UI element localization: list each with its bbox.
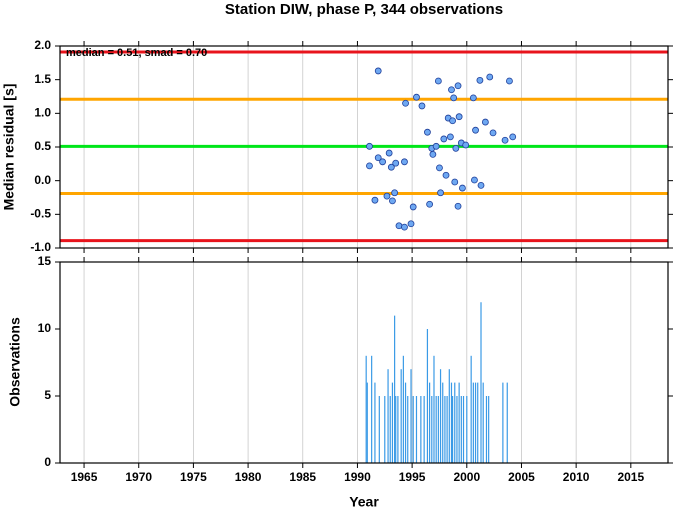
- x-tick-label: 2005: [508, 470, 535, 484]
- point: [407, 220, 415, 228]
- point: [452, 144, 460, 152]
- point: [426, 200, 434, 208]
- x-tick-label: 2010: [563, 470, 590, 484]
- plot-frame: [59, 45, 669, 249]
- point: [436, 164, 443, 172]
- point: [448, 86, 455, 94]
- x-tick-label: 1970: [125, 470, 152, 484]
- point: [442, 171, 450, 179]
- point: [424, 128, 431, 136]
- point: [434, 77, 442, 85]
- y-axis-label: Observations: [7, 317, 23, 407]
- point: [506, 77, 513, 85]
- y-tick-label: 1.0: [34, 106, 51, 120]
- point: [501, 136, 509, 144]
- point: [451, 178, 459, 186]
- y-tick-label: 0.0: [34, 173, 51, 187]
- point: [454, 202, 462, 210]
- point: [446, 133, 454, 141]
- point: [418, 102, 426, 110]
- y-tick-label: 1.5: [34, 72, 51, 86]
- x-tick-label: 1995: [399, 470, 426, 484]
- point: [509, 133, 517, 141]
- point: [374, 67, 382, 75]
- point: [401, 223, 408, 231]
- annotation: median = 0.51, smad = 0.70: [66, 47, 207, 59]
- point: [455, 113, 463, 121]
- point: [486, 73, 494, 81]
- point: [469, 94, 477, 102]
- point: [366, 142, 373, 150]
- point: [477, 181, 485, 189]
- point: [450, 94, 458, 102]
- y-axis-label: Median residual [s]: [1, 84, 17, 211]
- point: [389, 197, 396, 205]
- point: [387, 163, 395, 171]
- y-tick-label: 5: [44, 388, 51, 402]
- point: [395, 222, 403, 230]
- x-tick-label: 1990: [344, 470, 371, 484]
- point: [476, 76, 484, 84]
- x-tick-label: 1965: [71, 470, 98, 484]
- point: [401, 158, 408, 166]
- point: [471, 176, 478, 184]
- point: [383, 192, 391, 200]
- y-tick-label: 10: [38, 321, 52, 335]
- point: [459, 184, 466, 192]
- point: [454, 82, 462, 90]
- x-tick-label: 1985: [289, 470, 316, 484]
- y-tick-label: -1.0: [30, 240, 51, 254]
- point: [366, 162, 373, 170]
- y-tick-label: -0.5: [30, 207, 51, 221]
- point: [462, 141, 470, 149]
- point: [429, 151, 437, 158]
- y-tick-label: 0: [44, 455, 51, 469]
- plot-frame: [59, 261, 669, 464]
- chart-title: Station DIW, phase P, 344 observations: [225, 1, 503, 18]
- x-tick-label: 1975: [180, 470, 207, 484]
- point: [402, 99, 409, 107]
- point: [385, 149, 393, 157]
- point: [391, 189, 399, 197]
- point: [449, 117, 456, 125]
- y-tick-label: 15: [38, 254, 52, 268]
- x-tick-label: 2000: [453, 470, 480, 484]
- x-tick-label: 2015: [617, 470, 644, 484]
- x-tick-label: 1980: [235, 470, 262, 484]
- point: [489, 129, 497, 137]
- point: [409, 203, 417, 211]
- point: [374, 154, 382, 162]
- point: [413, 93, 420, 101]
- point: [392, 159, 400, 167]
- point: [440, 135, 448, 143]
- point: [379, 158, 386, 166]
- point: [472, 126, 479, 134]
- x-axis-label: Year: [349, 494, 379, 510]
- point: [437, 189, 444, 197]
- y-tick-label: 0.5: [34, 139, 51, 153]
- point: [481, 118, 489, 126]
- y-tick-label: 2.0: [34, 38, 51, 52]
- point: [432, 142, 440, 150]
- point: [371, 196, 379, 204]
